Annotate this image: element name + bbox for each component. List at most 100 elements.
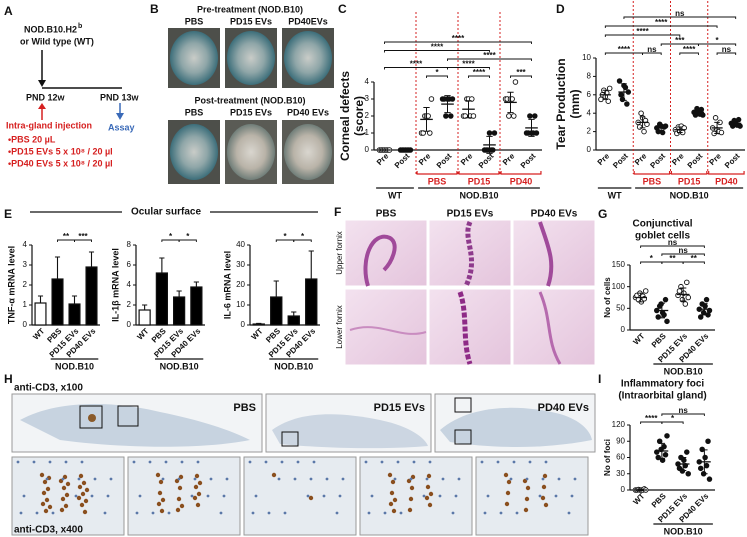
x-tick-label: Post bbox=[611, 151, 630, 170]
nucleus bbox=[22, 494, 26, 498]
significance-label: ns bbox=[678, 406, 688, 415]
column-label: PD15 EVs bbox=[230, 16, 272, 26]
nucleus bbox=[322, 494, 326, 498]
significance-label: * bbox=[301, 232, 305, 241]
dose: •PBS 20 µL bbox=[8, 134, 56, 144]
cd3-cell bbox=[542, 473, 548, 479]
data-point bbox=[491, 130, 498, 136]
data-point bbox=[527, 113, 533, 119]
nucleus bbox=[167, 511, 171, 515]
x-tick-label: Pre bbox=[375, 151, 391, 167]
bar bbox=[34, 302, 47, 326]
sd-bar bbox=[444, 95, 451, 114]
tissue bbox=[20, 403, 250, 447]
bar bbox=[305, 278, 318, 326]
nucleus bbox=[570, 494, 574, 498]
cd3-cell bbox=[425, 484, 431, 490]
x-tick-label: Post bbox=[435, 151, 454, 170]
data-point bbox=[702, 303, 708, 309]
cd3-cell bbox=[390, 479, 396, 485]
significance-label: **** bbox=[655, 18, 668, 27]
ihc-crop bbox=[475, 456, 589, 536]
panel-letter: H bbox=[4, 372, 13, 386]
y-tick-label: 120 bbox=[612, 420, 626, 429]
nucleus bbox=[396, 460, 400, 464]
y-tick-label: 100 bbox=[612, 282, 626, 291]
cd3-cell bbox=[424, 495, 430, 501]
group-bracket bbox=[708, 171, 745, 175]
bar bbox=[138, 309, 151, 326]
significance-bracket bbox=[604, 52, 644, 55]
y-tick-label: 0 bbox=[241, 320, 246, 329]
sd-bar bbox=[639, 116, 646, 129]
group-label: PD40 bbox=[510, 176, 533, 186]
data-point bbox=[656, 438, 663, 445]
strain-label: NOD.B10.H2 bbox=[24, 24, 77, 34]
significance-label: **** bbox=[410, 60, 423, 69]
significance-label: **** bbox=[452, 34, 465, 43]
group-bracket bbox=[416, 171, 458, 175]
significance-label: ** bbox=[669, 254, 676, 263]
y-tick-label: 0 bbox=[23, 320, 28, 329]
sd-bar bbox=[714, 121, 720, 134]
y-axis-label: Tear Production bbox=[554, 58, 568, 149]
significance-bracket bbox=[661, 421, 684, 424]
sd-bar bbox=[507, 91, 514, 114]
y-tick-label: 1 bbox=[365, 128, 370, 137]
post-title: Post-treatment (NOD.B10) bbox=[194, 95, 305, 105]
nucleus bbox=[425, 477, 429, 481]
nucleus bbox=[283, 511, 287, 515]
assay-label: Assay bbox=[108, 122, 135, 132]
tissue bbox=[538, 291, 562, 365]
data-point bbox=[706, 476, 713, 482]
y-tick-label: 50 bbox=[616, 303, 625, 312]
nucleus bbox=[383, 511, 387, 515]
column-label: PD15 EVs bbox=[447, 209, 494, 220]
error-bar bbox=[291, 311, 297, 316]
nucleus bbox=[106, 494, 110, 498]
data-point bbox=[718, 129, 725, 136]
nucleus bbox=[499, 511, 503, 515]
sd-bar bbox=[679, 457, 687, 471]
data-point bbox=[697, 314, 704, 320]
arrow-head bbox=[38, 103, 46, 109]
x-tick-label: Pre bbox=[596, 151, 612, 167]
cd3-cell bbox=[40, 501, 46, 507]
nucleus bbox=[338, 494, 342, 498]
nucleus bbox=[132, 460, 136, 464]
data-point bbox=[533, 130, 540, 136]
nucleus bbox=[309, 477, 313, 481]
data-point bbox=[509, 96, 515, 102]
panel-letter: A bbox=[4, 4, 13, 18]
data-point bbox=[469, 96, 475, 102]
eye bbox=[227, 124, 275, 180]
cd3-foci bbox=[88, 414, 96, 422]
y-tick-label: 40 bbox=[236, 240, 245, 249]
row-label: Lower fornix bbox=[335, 305, 344, 349]
histology-image bbox=[512, 219, 596, 287]
significance-bracket bbox=[623, 16, 737, 19]
chart-title: Inflammatory foci bbox=[621, 379, 705, 390]
x-tick-label: Post bbox=[723, 151, 742, 170]
nucleus bbox=[544, 460, 548, 464]
cd3-cell bbox=[388, 501, 394, 507]
group-bracket bbox=[670, 171, 708, 175]
sd-bar bbox=[658, 124, 664, 132]
zoom-box bbox=[117, 405, 139, 427]
nucleus bbox=[367, 511, 371, 515]
significance-bracket bbox=[384, 41, 532, 44]
y-tick-label: 2 bbox=[23, 280, 28, 289]
pre-title: Pre-treatment (NOD.B10) bbox=[197, 4, 303, 14]
data-point bbox=[664, 433, 670, 439]
cd3-cell bbox=[44, 497, 50, 503]
y-axis-label: No of foci bbox=[603, 439, 612, 476]
nucleus bbox=[451, 511, 455, 515]
data-point bbox=[661, 443, 667, 450]
y-axis-label: TNF-α mRNA level bbox=[6, 246, 16, 324]
nucleus bbox=[164, 460, 168, 464]
error-bar bbox=[88, 251, 95, 267]
cd3-cell bbox=[64, 492, 70, 498]
significance-bracket bbox=[661, 253, 705, 256]
significance-bracket bbox=[604, 34, 681, 37]
outer-group-label: WT bbox=[608, 190, 622, 200]
